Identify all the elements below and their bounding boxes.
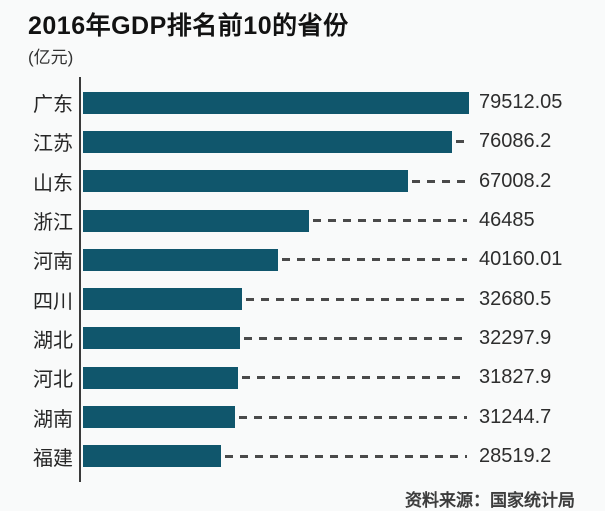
bar-track [83,445,469,468]
bar-row: 四川 32680.5 [28,279,605,318]
bar-track [83,130,469,153]
category-label: 河南 [33,251,73,274]
bar [83,209,309,232]
unit-label: (亿元) [28,48,74,67]
bar-chart: 广东 79512.05 江苏 76086.2 山东 67008.2 浙江 46485 河南 401… [28,77,605,482]
category-label: 浙江 [33,212,73,235]
value-label: 31244.7 [479,405,552,428]
bar [83,445,222,468]
value-label: 67008.2 [479,169,552,192]
bar-track [83,288,469,311]
category-label: 江苏 [33,133,73,156]
bar [83,130,453,153]
value-label: 31827.9 [479,366,552,389]
leader-dashed-line [243,336,467,340]
value-label: 40160.01 [479,248,563,271]
leader-dashed-line [412,179,467,183]
bar-row: 河南 40160.01 [28,240,605,279]
bar [83,248,278,271]
bar [83,170,409,193]
source-note: 资料来源：国家统计局 [405,490,575,510]
bar [83,288,242,311]
leader-dashed-line [238,415,467,419]
leader-dashed-line [281,258,467,262]
page-title: 2016年GDP排名前10的省份 [28,12,349,40]
category-label: 湖南 [33,408,73,431]
leader-dashed-line [225,454,467,458]
value-label: 32297.9 [479,326,552,349]
bar-track [83,248,469,271]
leader-dashed-line [456,140,467,144]
category-label: 湖北 [33,329,73,352]
bar [83,366,238,389]
bar-row: 湖南 31244.7 [28,397,605,436]
value-label: 46485 [479,209,535,232]
bar-track [83,91,469,114]
bar [83,91,469,114]
value-label: 28519.2 [479,444,552,467]
bar-rows: 广东 79512.05 江苏 76086.2 山东 67008.2 浙江 46485 河南 401… [28,83,605,476]
leader-dashed-line [241,376,467,380]
value-label: 76086.2 [479,130,552,153]
bar [83,406,235,429]
value-label: 32680.5 [479,287,552,310]
bar-track [83,406,469,429]
bar-row: 河北 31827.9 [28,358,605,397]
bar-row: 江苏 76086.2 [28,122,605,161]
value-label: 79512.05 [479,91,563,114]
bar-track [83,170,469,193]
category-label: 山东 [33,172,73,195]
bar [83,327,240,350]
leader-dashed-line [312,219,467,223]
y-axis-line [79,77,81,482]
leader-dashed-line [245,297,467,301]
bar-row: 山东 67008.2 [28,162,605,201]
bar-row: 广东 79512.05 [28,83,605,122]
bar-track [83,209,469,232]
category-label: 四川 [33,290,73,313]
category-label: 福建 [33,447,73,470]
bar-row: 福建 28519.2 [28,437,605,476]
bar-row: 浙江 46485 [28,201,605,240]
bar-track [83,366,469,389]
bar-row: 湖北 32297.9 [28,319,605,358]
category-label: 河北 [33,369,73,392]
bar-track [83,327,469,350]
category-label: 广东 [33,94,73,117]
